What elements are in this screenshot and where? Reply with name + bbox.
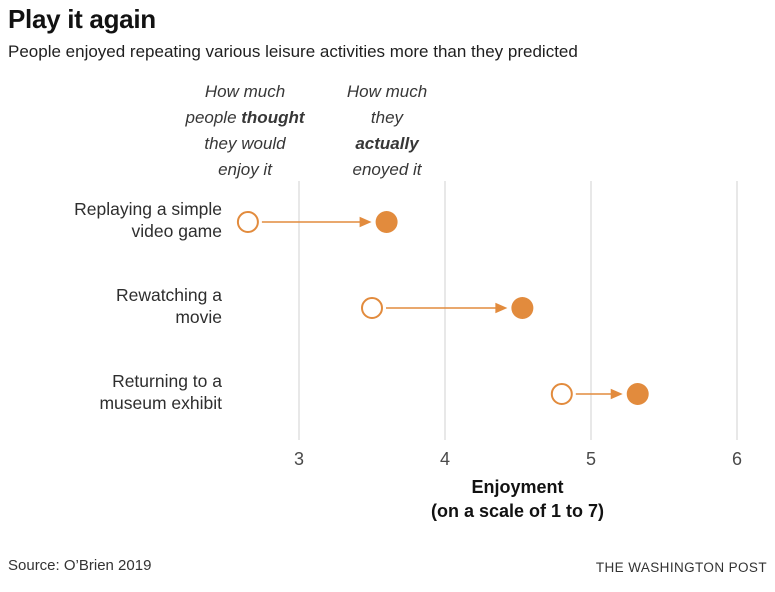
annotation-line: How much xyxy=(204,82,286,101)
category-label: Returning to a museum exhibit xyxy=(99,371,222,413)
annotation-line: enjoy it xyxy=(218,160,272,179)
x-tick-label: 5 xyxy=(586,449,596,469)
annotation-line: How much xyxy=(346,82,428,101)
category-label: Rewatching a movie xyxy=(115,285,222,327)
annotation-actually-column: How much they actually enoyed it xyxy=(287,79,487,183)
annotation-thought-column: How much people thought they would enjoy it xyxy=(145,79,345,183)
arrow-head-icon xyxy=(495,302,508,314)
publisher-credit: THE WASHINGTON POST xyxy=(595,560,767,575)
x-axis-scale-note: (on a scale of 1 to 7) xyxy=(430,501,605,521)
thought-dot xyxy=(236,211,259,233)
source-note: Source: O’Brien 2019 xyxy=(8,557,152,574)
chart-subtitle: People enjoyed repeating various leisure… xyxy=(8,42,578,61)
chart-title: Play it again xyxy=(8,4,156,34)
category-label: Replaying a simple video game xyxy=(74,199,222,241)
actual-dot xyxy=(511,297,534,319)
x-tick-label: 3 xyxy=(294,449,304,469)
arrow-head-icon xyxy=(359,216,372,228)
annotation-line: actually xyxy=(355,134,419,153)
annotation-line: they xyxy=(370,108,404,127)
x-axis-label: Enjoyment xyxy=(471,477,564,497)
annotation-line: they would xyxy=(204,134,286,153)
x-tick-label: 4 xyxy=(440,449,450,469)
annotation-line: enoyed it xyxy=(352,160,422,179)
thought-dot xyxy=(361,297,383,319)
x-tick-label: 6 xyxy=(732,449,742,469)
actual-dot xyxy=(375,211,398,233)
thought-dot xyxy=(550,383,573,405)
annotation-line: people thought xyxy=(185,108,305,127)
arrow-head-icon xyxy=(610,388,623,400)
actual-dot xyxy=(626,383,649,405)
